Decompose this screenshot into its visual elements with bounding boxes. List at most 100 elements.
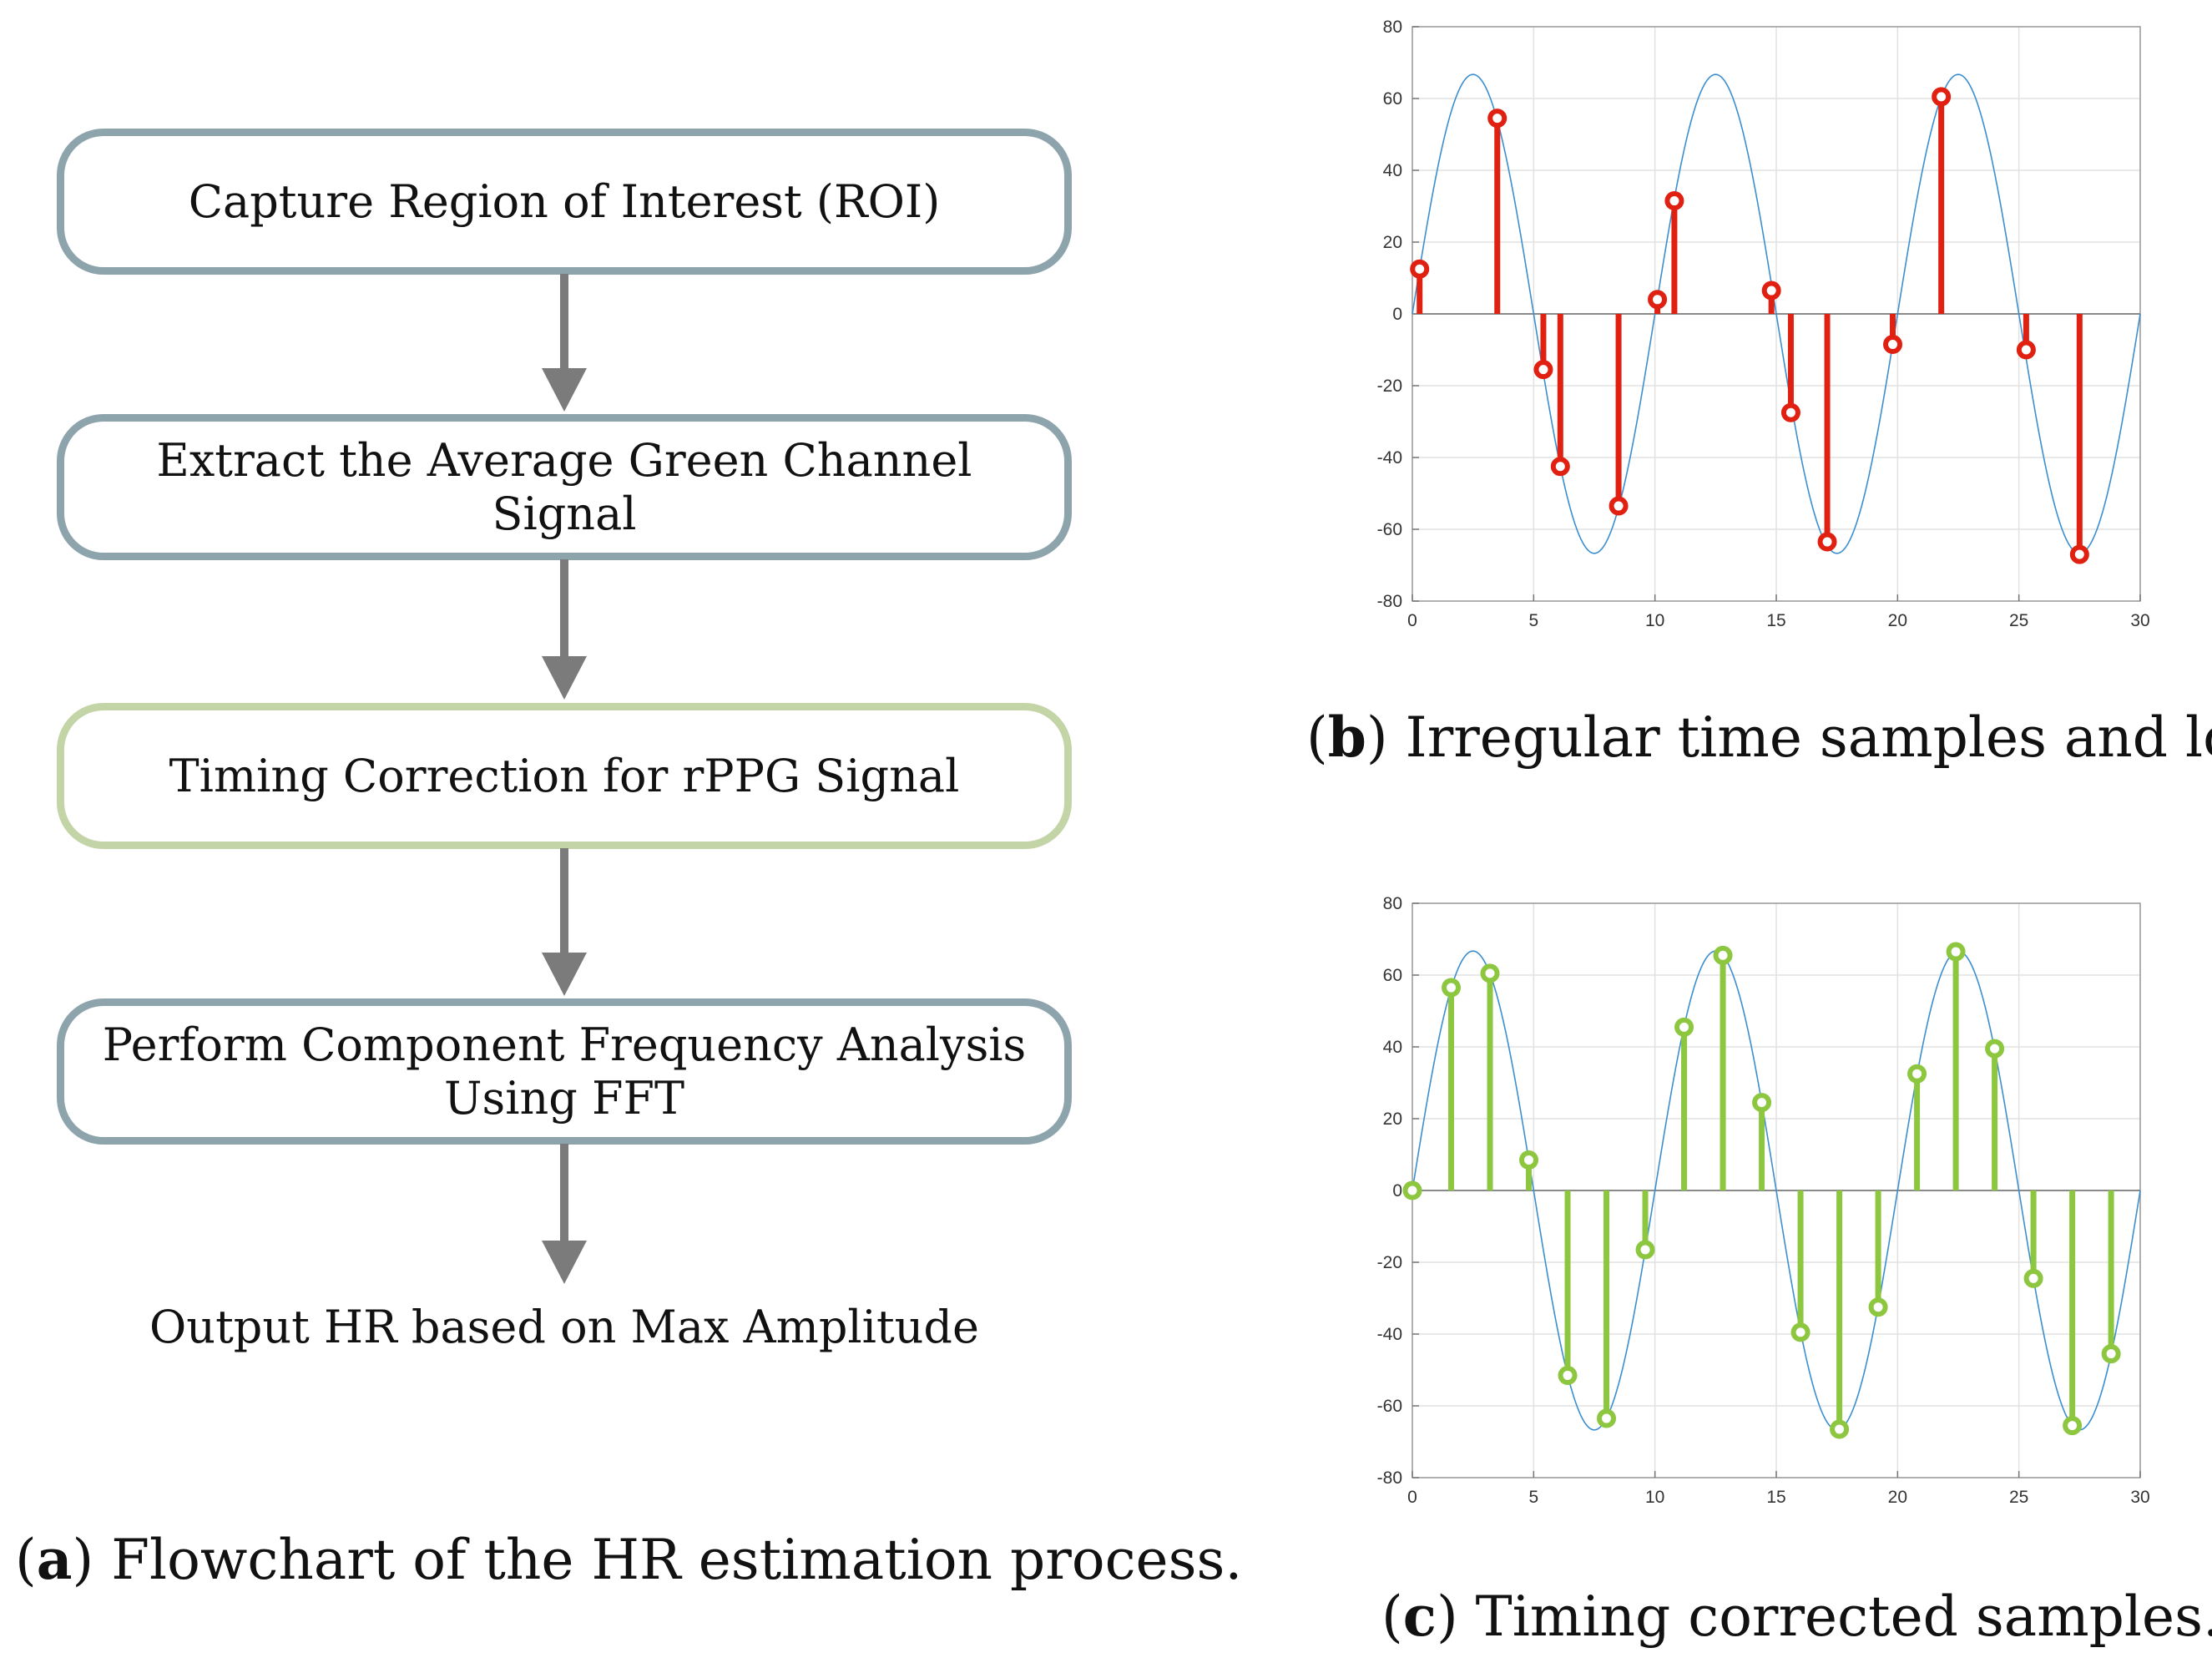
x-tick-label: 0 [1407, 611, 1417, 630]
x-tick-label: 10 [1645, 611, 1664, 630]
stem-sample [1907, 1064, 1927, 1190]
stem-sample [1946, 942, 1966, 1190]
stem-marker [1780, 402, 1800, 422]
x-tick-label: 15 [1766, 1488, 1785, 1507]
x-tick-label: 20 [1888, 611, 1907, 630]
caption-a: (a) Flowchart of the HR estimation proce… [15, 1527, 1243, 1592]
stem-sample [1868, 1190, 1888, 1317]
stem-marker [2016, 340, 2036, 360]
y-tick-label: 0 [1392, 305, 1402, 324]
flow-step-label: Timing Correction for rPPG Signal [169, 749, 960, 802]
flow-step-timing-correction: Timing Correction for rPPG Signal [57, 703, 1072, 849]
y-tick-label: -60 [1377, 1397, 1402, 1416]
stem-sample [2101, 1190, 2121, 1364]
stem-sample [1410, 259, 1430, 314]
stem-sample [1558, 1190, 1578, 1385]
stem-sample [1442, 978, 1462, 1190]
y-tick-label: -20 [1377, 377, 1402, 396]
stem-sample [1608, 314, 1629, 516]
y-tick-label: -80 [1377, 592, 1402, 611]
flow-arrow [542, 274, 587, 412]
stem-marker [1550, 457, 1570, 477]
caption-letter: c [1402, 1584, 1437, 1649]
y-tick-label: 80 [1383, 894, 1402, 913]
flow-arrow [542, 559, 587, 700]
caption-text: Flowchart of the HR estimation process. [111, 1528, 1243, 1592]
stem-sample [2063, 1190, 2083, 1436]
x-tick-label: 25 [2009, 1488, 2028, 1507]
stem-sample [1487, 109, 1507, 314]
stem-sample [1883, 314, 1903, 355]
stem-marker [1402, 1180, 1422, 1200]
stem-sample [1932, 87, 1952, 314]
stem-marker [1868, 1297, 1888, 1317]
stem-marker [1487, 109, 1507, 129]
stem-marker [1519, 1150, 1539, 1170]
stem-marker [2069, 544, 2089, 564]
stem-marker [1713, 945, 1733, 965]
stem-marker [2063, 1416, 2083, 1436]
y-tick-label: -60 [1377, 520, 1402, 539]
y-tick-label: -20 [1377, 1253, 1402, 1272]
flow-arrow [542, 1144, 587, 1284]
y-tick-label: -40 [1377, 448, 1402, 468]
x-tick-label: 25 [2009, 611, 2028, 630]
flow-step-label: Extract the Average Green Channel Signal [156, 433, 972, 540]
stem-marker [2101, 1344, 2121, 1364]
flow-step-extract-green: Extract the Average Green Channel Signal [57, 414, 1072, 560]
stem-sample [1664, 191, 1684, 314]
caption-text: Irregular time samples and loss. [1405, 705, 2212, 770]
x-tick-label: 15 [1766, 611, 1785, 630]
stem-sample [1597, 1190, 1617, 1428]
caption-letter: a [36, 1527, 73, 1592]
stem-marker [1442, 978, 1462, 998]
y-tick-label: 60 [1383, 89, 1402, 109]
stem-marker [1608, 496, 1629, 516]
caption-c: (c) Timing corrected samples. [1381, 1583, 2212, 1650]
x-tick-label: 30 [2130, 1488, 2149, 1507]
stem-sample [1985, 1039, 2005, 1190]
stem-marker [1752, 1093, 1772, 1113]
flow-step-capture-roi: Capture Region of Interest (ROI) [57, 129, 1072, 275]
stem-marker [1480, 963, 1500, 983]
stem-marker [1761, 281, 1781, 301]
stem-sample [1713, 945, 1733, 1190]
flow-step-label: Capture Region of Interest (ROI) [188, 174, 941, 228]
flow-step-fft-analysis: Perform Component Frequency Analysis Usi… [57, 998, 1072, 1145]
y-tick-label: -80 [1377, 1468, 1402, 1488]
stem-marker [1946, 942, 1966, 962]
stem-sample [1635, 1190, 1655, 1260]
stem-sample [2023, 1190, 2043, 1288]
stem-marker [1985, 1039, 2005, 1059]
stem-sample [1480, 963, 1500, 1190]
stem-sample [1830, 1190, 1850, 1439]
stem-sample [1817, 314, 1837, 552]
stem-sample [1402, 1180, 1422, 1200]
x-tick-label: 20 [1888, 1488, 1907, 1507]
stem-marker [1558, 1365, 1578, 1385]
x-tick-label: 5 [1528, 1488, 1538, 1507]
stem-sample [1752, 1093, 1772, 1190]
stem-marker [1533, 360, 1553, 380]
caption-text: Timing corrected samples. [1475, 1585, 2212, 1649]
chart-timing-corrected: 0 5 10 15 20 25 30 80 60 40 20 0 -20 -40 -60 -80 [1377, 894, 2150, 1507]
reference-sine-curve [1412, 950, 2141, 1431]
stem-marker [1597, 1408, 1617, 1428]
y-tick-label: 20 [1383, 1109, 1402, 1129]
stem-sample [1519, 1150, 1539, 1190]
stem-sample [1648, 290, 1668, 314]
y-tick-label: 60 [1383, 966, 1402, 985]
stem-marker [1648, 290, 1668, 310]
caption-letter: b [1327, 705, 1366, 770]
stem-marker [1674, 1017, 1694, 1037]
y-tick-label: 20 [1383, 233, 1402, 252]
stem-sample [1790, 1190, 1811, 1342]
y-tick-label: 0 [1392, 1181, 1402, 1200]
y-tick-label: 80 [1383, 18, 1402, 37]
x-tick-label: 0 [1407, 1488, 1417, 1507]
reference-sine-curve [1412, 73, 2141, 554]
x-tick-label: 10 [1645, 1488, 1664, 1507]
stem-marker [1790, 1322, 1811, 1342]
stem-sample [1550, 314, 1570, 477]
y-tick-label: -40 [1377, 1325, 1402, 1344]
